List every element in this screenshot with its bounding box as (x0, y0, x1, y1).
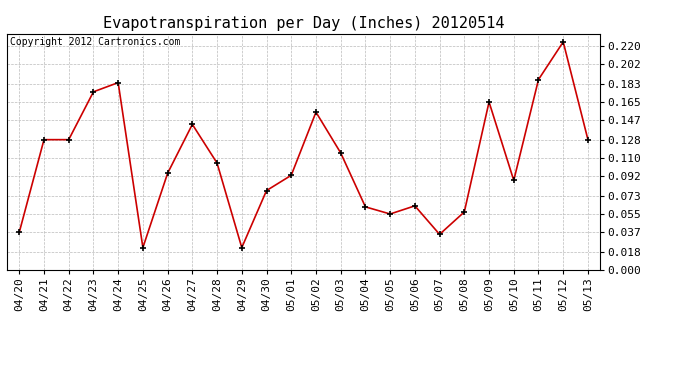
Text: Copyright 2012 Cartronics.com: Copyright 2012 Cartronics.com (10, 37, 180, 47)
Title: Evapotranspiration per Day (Inches) 20120514: Evapotranspiration per Day (Inches) 2012… (103, 16, 504, 31)
